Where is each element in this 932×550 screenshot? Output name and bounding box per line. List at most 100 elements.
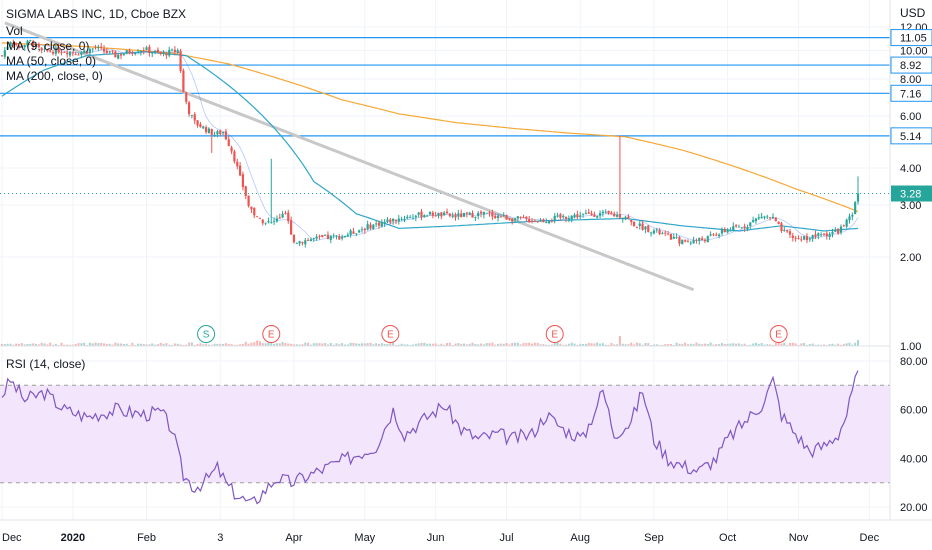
volume-bar — [533, 342, 536, 346]
volume-bar — [769, 344, 772, 346]
event-marker-label: E — [775, 330, 782, 341]
price-tick-label: 6.00 — [900, 111, 921, 123]
candle-body — [712, 234, 715, 236]
volume-bar — [556, 342, 559, 346]
candle-body — [128, 50, 131, 54]
volume-bar — [451, 344, 454, 346]
rsi-line — [1, 370, 859, 505]
candle-body — [706, 236, 709, 243]
candle-body — [20, 45, 23, 47]
volume-bar — [519, 344, 522, 346]
candle-body — [236, 161, 239, 167]
candle-body — [131, 52, 134, 54]
candle-body — [539, 220, 542, 222]
volume-bar — [193, 344, 196, 346]
volume-bar — [40, 342, 43, 346]
legend-item: MA (50, close, 0) — [6, 54, 96, 68]
volume-bar — [791, 342, 794, 346]
time-tick-label: Sep — [644, 532, 664, 544]
time-axis[interactable]: Dec 2020 Feb 3 Apr May Jun Jul Aug Sep Oct Nov Dec — [2, 532, 880, 544]
rsi-axis[interactable]: 80.00 60.00 40.00 20.00 — [900, 356, 928, 514]
rsi-band — [0, 385, 890, 483]
volume-bar — [145, 344, 148, 346]
volume-bar — [627, 344, 630, 346]
volume-bar — [805, 344, 808, 346]
volume-bar — [743, 343, 746, 346]
candle-body — [757, 217, 760, 219]
candle-body — [451, 215, 454, 217]
candle-body — [723, 229, 726, 233]
volume-bar — [120, 343, 123, 346]
volume-bar — [559, 343, 562, 346]
candle-body — [542, 219, 545, 223]
volume-bar — [854, 342, 857, 346]
candle-body — [270, 222, 273, 223]
candle-body — [465, 212, 468, 214]
volume-bar — [457, 343, 460, 346]
volume-bar — [808, 344, 811, 346]
candle-body — [695, 239, 698, 241]
candle-body — [244, 186, 247, 197]
candle-body — [352, 231, 355, 234]
candle-body — [264, 222, 267, 224]
candle-body — [290, 220, 293, 235]
volume-bar — [83, 342, 86, 346]
volume-bar — [176, 343, 179, 346]
volume-bar — [803, 343, 806, 346]
volume-bar — [117, 343, 120, 346]
volume-bar — [156, 344, 159, 346]
rsi-tick-label: 20.00 — [900, 502, 928, 514]
level-tag-label: 5.14 — [900, 131, 921, 143]
volume-bar — [380, 343, 383, 346]
candle-body — [241, 174, 245, 188]
event-marker-label: S — [203, 330, 210, 341]
volume-bar — [839, 344, 842, 346]
candle-body — [51, 52, 55, 54]
volume-bar — [695, 342, 698, 346]
volume-bar — [165, 343, 168, 346]
candle-body — [301, 242, 304, 244]
level-tag-label: 11.05 — [900, 33, 927, 45]
rsi-tick-label: 40.00 — [900, 453, 928, 465]
candle-body — [437, 212, 440, 217]
volume-bar — [531, 343, 534, 346]
volume-bar — [281, 342, 284, 346]
volume-bar — [508, 344, 511, 346]
candle-body — [593, 214, 596, 217]
volume-bar — [718, 344, 721, 346]
candle-body — [346, 234, 349, 237]
candle-body — [187, 102, 191, 115]
volume-bar — [57, 344, 60, 346]
time-tick-label: Apr — [285, 532, 302, 544]
candle-body — [49, 50, 52, 52]
volume-bar — [86, 344, 89, 346]
event-marker — [262, 325, 281, 343]
volume-bar — [689, 343, 692, 346]
volume-bar — [434, 343, 437, 346]
volume-bar — [137, 343, 140, 346]
volume-bar — [672, 344, 675, 346]
volume-bar — [352, 342, 355, 346]
candle-body — [281, 213, 284, 218]
volume-bar — [448, 342, 451, 346]
candle-body — [579, 215, 582, 217]
volume-bar — [338, 344, 341, 346]
candle-body — [108, 51, 111, 53]
volume-bar — [383, 343, 386, 346]
candle-body — [791, 235, 794, 238]
candle-body — [117, 54, 120, 59]
volume-bar — [582, 343, 585, 346]
volume-bar — [550, 344, 553, 346]
volume-bar — [49, 342, 52, 346]
candle-body — [26, 40, 29, 46]
candle-body — [185, 92, 188, 102]
trendline[interactable] — [4, 21, 695, 292]
volume-bar — [822, 344, 825, 346]
volume-bar — [264, 343, 267, 346]
currency-label: USD — [900, 6, 926, 20]
volume-bar — [786, 344, 789, 346]
candle-body — [309, 239, 313, 242]
